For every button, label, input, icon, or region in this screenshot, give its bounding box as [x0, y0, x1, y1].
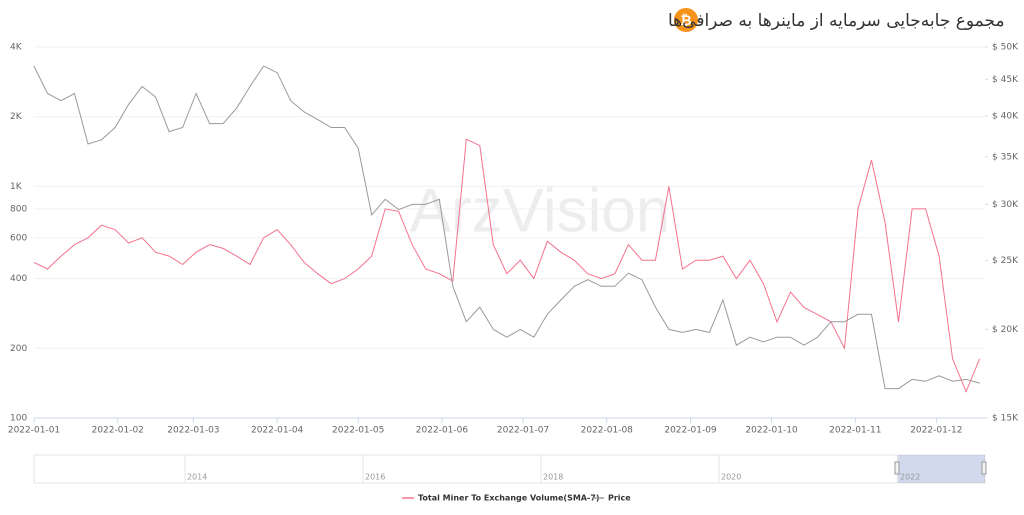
y-tick-label: 1K [10, 182, 23, 192]
navigator-handle[interactable] [894, 461, 900, 475]
y-tick-label: 4K [10, 43, 23, 53]
y2-tick-label: $ 50K [992, 43, 1019, 53]
navigator-frame [33, 454, 986, 484]
y2-tick-label: $ 15K [992, 414, 1019, 424]
y-tick-label: 400 [10, 274, 27, 284]
legend-label[interactable]: Price [608, 494, 631, 503]
series-line [33, 138, 981, 393]
x-tick-label: 2022-01-08 [581, 426, 634, 436]
x-tick-label: 2022-01-05 [332, 426, 384, 436]
series-line [33, 65, 980, 390]
navigator-label: 2022 [900, 473, 920, 482]
y2-tick-label: $ 45K [992, 75, 1019, 85]
y-tick-label: 800 [10, 204, 27, 214]
y2-tick-label: $ 40K [992, 111, 1019, 121]
x-tick-label: 2022-01-09 [664, 426, 717, 436]
y-tick-label: 100 [10, 414, 27, 424]
watermark: ArzVision [410, 176, 671, 245]
bitcoin-symbol: ₿ [680, 13, 691, 29]
bitcoin-icon [674, 8, 698, 32]
x-tick-label: 2022-01-12 [910, 426, 962, 436]
navigator-label: 2016 [365, 473, 385, 482]
navigator-handle[interactable] [981, 461, 987, 475]
y-tick-label: 600 [10, 233, 27, 243]
legend-label[interactable]: Total Miner To Exchange Volume(SMA-7) [418, 494, 600, 503]
x-tick-label: 2022-01-02 [92, 426, 144, 436]
y2-tick-label: $ 25K [992, 256, 1019, 266]
navigator-label: 2020 [721, 473, 741, 482]
x-tick-label: 2022-01-07 [497, 426, 549, 436]
y-tick-label: 200 [10, 344, 27, 354]
chart-title: مجموع جابه‌جایی سرمایه از ماینرها به صرا… [668, 11, 1005, 31]
x-tick-label: 2022-01-11 [829, 426, 881, 436]
x-tick-label: 2022-01-03 [167, 426, 219, 436]
y2-tick-label: $ 35K [992, 152, 1019, 162]
y2-tick-label: $ 20K [992, 325, 1019, 335]
navigator-label: 2018 [543, 473, 563, 482]
navigator-selection[interactable] [897, 455, 985, 483]
navigator-label: 2014 [187, 473, 207, 482]
x-tick-label: 2022-01-06 [416, 426, 469, 436]
y-tick-label: 2K [10, 112, 23, 122]
x-tick-label: 2022-01-01 [8, 426, 60, 436]
y2-tick-label: $ 30K [992, 200, 1019, 210]
x-tick-label: 2022-01-10 [745, 426, 798, 436]
x-tick-label: 2022-01-04 [251, 426, 304, 436]
